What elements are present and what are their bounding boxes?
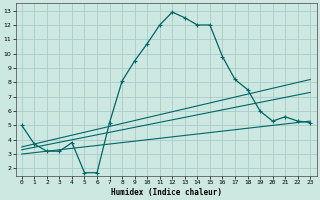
X-axis label: Humidex (Indice chaleur): Humidex (Indice chaleur) — [110, 188, 221, 197]
